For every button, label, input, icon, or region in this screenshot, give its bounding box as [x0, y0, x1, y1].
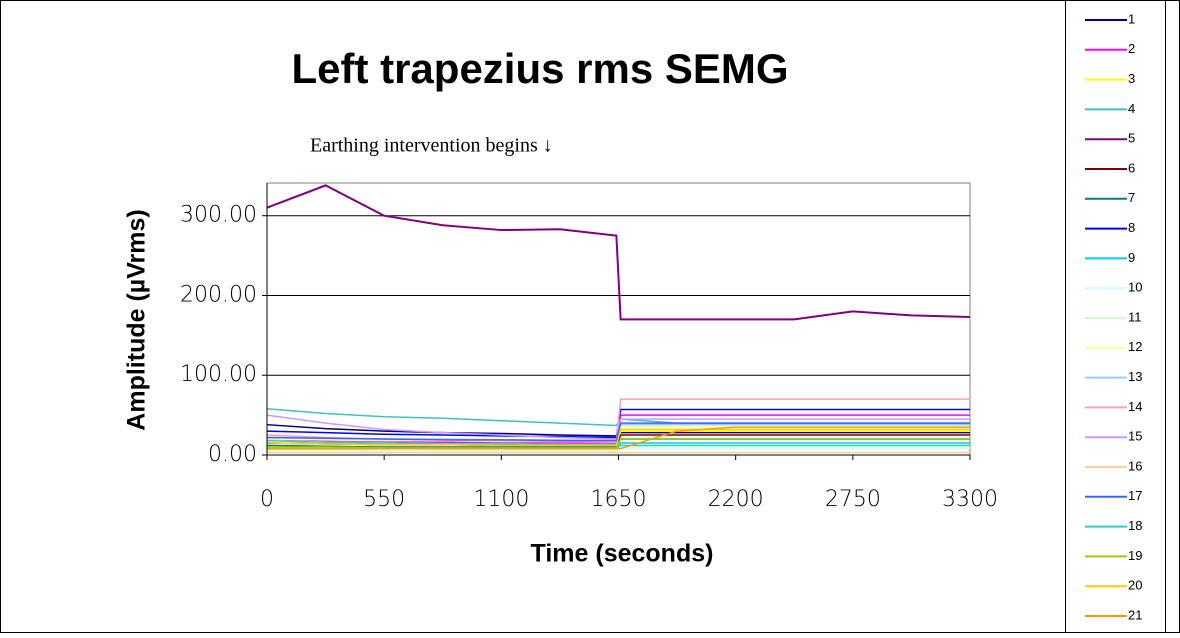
- legend-label: 14: [1128, 399, 1142, 414]
- legend-label: 16: [1128, 458, 1142, 473]
- legend-label: 5: [1128, 131, 1135, 146]
- legend-label: 19: [1128, 548, 1142, 563]
- x-tick-label: 1100: [473, 487, 529, 512]
- x-tick-label: 550: [363, 487, 405, 512]
- y-tick-label: 300.00: [180, 203, 257, 228]
- x-tick-label: 2750: [825, 487, 881, 512]
- series-line: [266, 422, 970, 442]
- legend-label: 18: [1128, 518, 1142, 533]
- legend-label: 2: [1128, 41, 1135, 56]
- legend-label: 15: [1128, 429, 1142, 444]
- legend-label: 9: [1128, 250, 1135, 265]
- series-line: [267, 447, 970, 452]
- legend-label: 1: [1128, 11, 1135, 26]
- legend-label: 8: [1128, 220, 1135, 235]
- legend-label: 7: [1128, 190, 1135, 205]
- series-line: [267, 426, 970, 450]
- y-tick-label: 200.00: [180, 282, 257, 307]
- x-tick-label: 2200: [708, 487, 764, 512]
- legend-label: 11: [1128, 309, 1142, 324]
- legend-label: 21: [1128, 607, 1142, 622]
- chart-title: Left trapezius rms SEMG: [291, 45, 788, 92]
- annotation: Earthing intervention begins ↓: [310, 135, 553, 157]
- legend-label: 17: [1128, 488, 1142, 503]
- legend-label: 6: [1128, 160, 1135, 175]
- series-line: [267, 438, 970, 449]
- legend-label: 10: [1128, 280, 1142, 295]
- legend-label: 3: [1128, 71, 1135, 86]
- y-axis-label: Amplitude (µVrms): [123, 209, 151, 430]
- x-axis-label: Time (seconds): [531, 540, 714, 568]
- x-tick-label: 1650: [591, 487, 647, 512]
- legend-label: 12: [1128, 339, 1142, 354]
- legend-label: 13: [1128, 369, 1142, 384]
- x-tick-label: 3300: [942, 487, 998, 512]
- legend-label: 20: [1128, 578, 1142, 593]
- series-line: [266, 428, 970, 447]
- x-tick-label: 0: [260, 487, 274, 512]
- y-tick-label: 0.00: [208, 442, 257, 467]
- series-line: [266, 184, 971, 321]
- y-tick-label: 100.00: [180, 362, 257, 387]
- legend-label: 4: [1128, 101, 1135, 116]
